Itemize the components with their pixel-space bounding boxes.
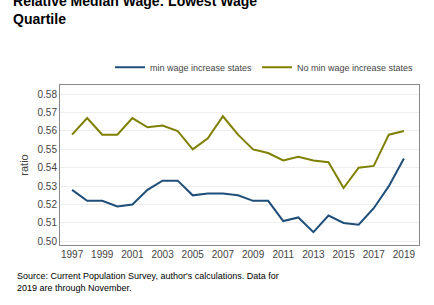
svg-text:0.50: 0.50 — [38, 236, 58, 247]
svg-text:0.56: 0.56 — [38, 125, 58, 136]
svg-text:0.51: 0.51 — [38, 217, 58, 228]
svg-text:2015: 2015 — [332, 249, 355, 260]
svg-text:2017: 2017 — [363, 249, 386, 260]
svg-text:ratio: ratio — [18, 154, 30, 175]
svg-text:min wage increase states: min wage increase states — [150, 63, 252, 73]
svg-text:2007: 2007 — [212, 249, 235, 260]
svg-text:2019: 2019 — [393, 249, 416, 260]
svg-text:1999: 1999 — [91, 249, 114, 260]
svg-text:1997: 1997 — [61, 249, 84, 260]
svg-text:0.54: 0.54 — [38, 162, 58, 173]
svg-text:0.57: 0.57 — [38, 107, 58, 118]
svg-text:Source: Current Population Sur: Source: Current Population Survey, autho… — [17, 271, 279, 293]
svg-text:2011: 2011 — [272, 249, 294, 260]
svg-text:2003: 2003 — [151, 249, 174, 260]
svg-text:0.58: 0.58 — [38, 89, 58, 100]
svg-text:0.55: 0.55 — [38, 144, 58, 155]
svg-text:0.52: 0.52 — [38, 199, 58, 210]
svg-text:2001: 2001 — [121, 249, 144, 260]
svg-text:2005: 2005 — [182, 249, 205, 260]
svg-text:0.53: 0.53 — [38, 181, 58, 192]
svg-text:No min wage increase states: No min wage increase states — [297, 63, 413, 73]
svg-text:2013: 2013 — [302, 249, 325, 260]
svg-text:Relative Median Wage: Lowest W: Relative Median Wage: Lowest WageQuartil… — [13, 0, 257, 27]
svg-text:2009: 2009 — [242, 249, 265, 260]
